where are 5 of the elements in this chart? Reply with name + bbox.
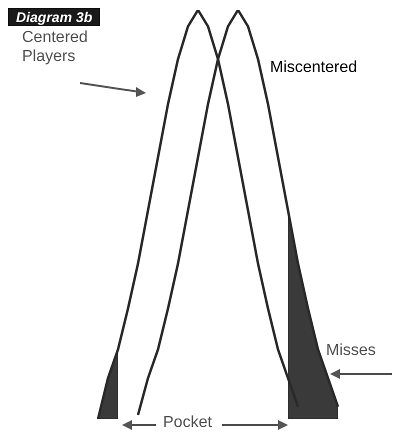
series-label: Miscentered xyxy=(270,58,358,77)
annotation: Pocket xyxy=(163,414,212,432)
text: Centered Players xyxy=(22,28,89,66)
chart-title: Diagram 3b xyxy=(8,8,100,26)
annotation: Misses xyxy=(326,342,376,360)
